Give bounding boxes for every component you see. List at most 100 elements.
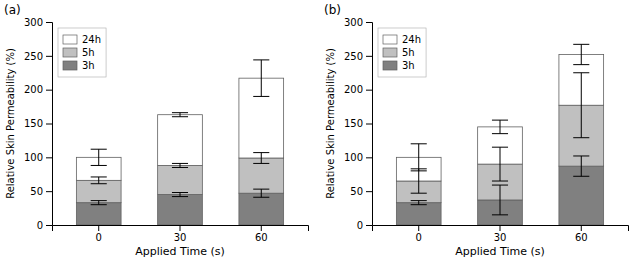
y-axis-title: Relative Skin Permeability (%): [5, 48, 16, 199]
panel-title: (a): [4, 3, 21, 17]
bar-segment: [158, 115, 203, 166]
error-bar-cap: [573, 176, 589, 177]
tick-label: 200: [344, 84, 363, 95]
error-bar-cap: [573, 44, 589, 45]
tick-label: 0: [357, 220, 363, 231]
x-axis-title: Applied Time (s): [135, 245, 225, 258]
legend-label: 24h: [402, 34, 421, 45]
legend-swatch: [63, 48, 77, 57]
panel-title: (b): [324, 3, 341, 17]
tick-mark: [366, 191, 372, 192]
error-bar-cap: [253, 59, 269, 60]
error-bar-cap: [411, 143, 427, 144]
x-tick: 60: [575, 225, 588, 243]
error-bar-stem: [261, 60, 262, 97]
tick-mark: [261, 225, 262, 231]
error-bar: [492, 147, 508, 181]
tick-mark: [98, 225, 99, 231]
tick-mark: [366, 157, 372, 158]
error-bar-stem: [98, 149, 99, 165]
legend-label: 5h: [402, 47, 415, 58]
error-bar-cap: [253, 152, 269, 153]
tick-label: 0: [37, 220, 43, 231]
y-tick: 300: [344, 17, 372, 28]
legend-label: 24h: [82, 34, 101, 45]
axis-line: [46, 23, 53, 226]
error-bar-stem: [261, 153, 262, 164]
error-bar-stem: [581, 156, 582, 176]
error-bar: [253, 189, 269, 197]
error-bar-stem: [500, 120, 501, 134]
tick-label: 50: [30, 186, 43, 197]
panel: 05010015020025030003060(b)Applied Time (…: [324, 3, 629, 258]
error-bar-cap: [492, 181, 508, 182]
y-tick: 250: [344, 51, 372, 62]
legend-label: 5h: [82, 47, 95, 58]
tick-label: 60: [575, 232, 588, 243]
error-bar-cap: [91, 204, 107, 205]
tick-label: 0: [96, 232, 102, 243]
tick-mark: [418, 225, 419, 231]
error-bar-cap: [172, 112, 188, 113]
y-tick: 150: [344, 118, 372, 129]
tick-label: 200: [24, 84, 43, 95]
error-bar-cap: [573, 72, 589, 73]
tick-label: 50: [350, 186, 363, 197]
axis-line: [373, 226, 629, 232]
y-axis-title: Relative Skin Permeability (%): [325, 48, 336, 199]
legend-frame: [58, 28, 106, 77]
tick-mark: [46, 225, 52, 226]
tick-label: 250: [24, 51, 43, 62]
error-bar: [492, 185, 508, 215]
error-bar-stem: [98, 201, 99, 205]
error-bar: [91, 201, 107, 205]
error-bar-stem: [500, 185, 501, 215]
tick-label: 150: [344, 118, 363, 129]
error-bar-cap: [492, 147, 508, 148]
x-axis-title: Applied Time (s): [455, 245, 545, 258]
bar-segment: [239, 193, 284, 225]
y-tick: 300: [24, 17, 52, 28]
error-bar: [253, 60, 269, 97]
x-tick: 0: [416, 225, 422, 243]
error-bar: [573, 73, 589, 138]
bar-segment: [76, 203, 121, 225]
error-bar-cap: [411, 170, 427, 171]
error-bar-cap: [253, 189, 269, 190]
error-bar-cap: [573, 155, 589, 156]
tick-mark: [46, 90, 52, 91]
tick-mark: [500, 225, 501, 231]
y-tick: 0: [357, 220, 372, 231]
error-bar-cap: [411, 200, 427, 201]
error-bar-cap: [91, 176, 107, 177]
legend-label: 3h: [402, 60, 415, 71]
bar-segment: [239, 158, 284, 193]
tick-mark: [366, 90, 372, 91]
error-bar-stem: [581, 44, 582, 64]
legend-frame: [378, 28, 426, 77]
error-bar: [411, 169, 427, 193]
tick-mark: [366, 56, 372, 57]
error-bar-cap: [91, 200, 107, 201]
error-bar-stem: [180, 193, 181, 197]
tick-label: 150: [24, 118, 43, 129]
error-bars: [411, 44, 590, 215]
bar-segment: [76, 180, 121, 202]
legend-label: 3h: [82, 60, 95, 71]
tick-mark: [46, 191, 52, 192]
error-bar-cap: [172, 167, 188, 168]
tick-mark: [180, 225, 181, 231]
chart-root: 05010015020025030003060(a)Applied Time (…: [0, 0, 640, 261]
legend-swatch: [63, 35, 77, 44]
error-bar: [172, 113, 188, 117]
error-bar-cap: [573, 137, 589, 138]
error-bar-stem: [98, 177, 99, 184]
error-bar: [91, 177, 107, 184]
error-bar-cap: [573, 64, 589, 65]
error-bar: [573, 156, 589, 176]
tick-mark: [366, 124, 372, 125]
tick-label: 300: [344, 17, 363, 28]
x-tick: 30: [494, 225, 507, 243]
tick-label: 60: [255, 232, 268, 243]
bar-segment: [158, 195, 203, 225]
